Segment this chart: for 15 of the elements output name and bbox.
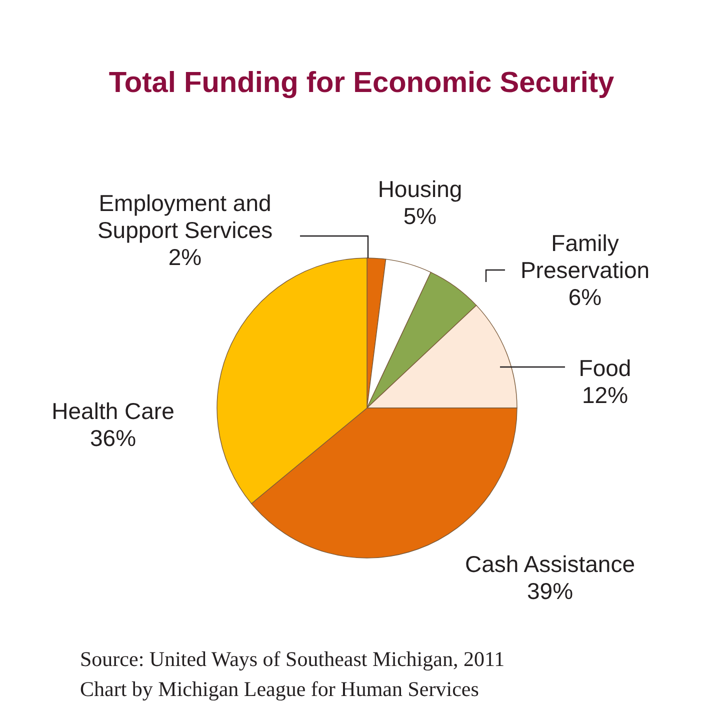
- data-label: 5%: [403, 203, 437, 229]
- data-label: 6%: [568, 284, 602, 310]
- data-label: 39%: [526, 578, 574, 604]
- slice-label: Health Care: [52, 398, 174, 424]
- slice-label: Housing: [378, 176, 462, 202]
- data-label: 12%: [582, 382, 628, 408]
- slice-label: Employment and Support Services: [97, 190, 273, 243]
- slice-label: Cash Assistance: [464, 551, 636, 577]
- data-label: 36%: [90, 425, 136, 451]
- chart-title: Total Funding for Economic Security: [108, 67, 614, 99]
- slice-label: Family Preservation: [520, 230, 650, 283]
- slice-label: Food: [578, 355, 632, 381]
- data-label: 2%: [168, 244, 202, 270]
- text: Chart by Michigan League for Human Services: [80, 677, 479, 701]
- source-note: Source: United Ways of Southeast Michigan, 2011: [80, 647, 505, 671]
